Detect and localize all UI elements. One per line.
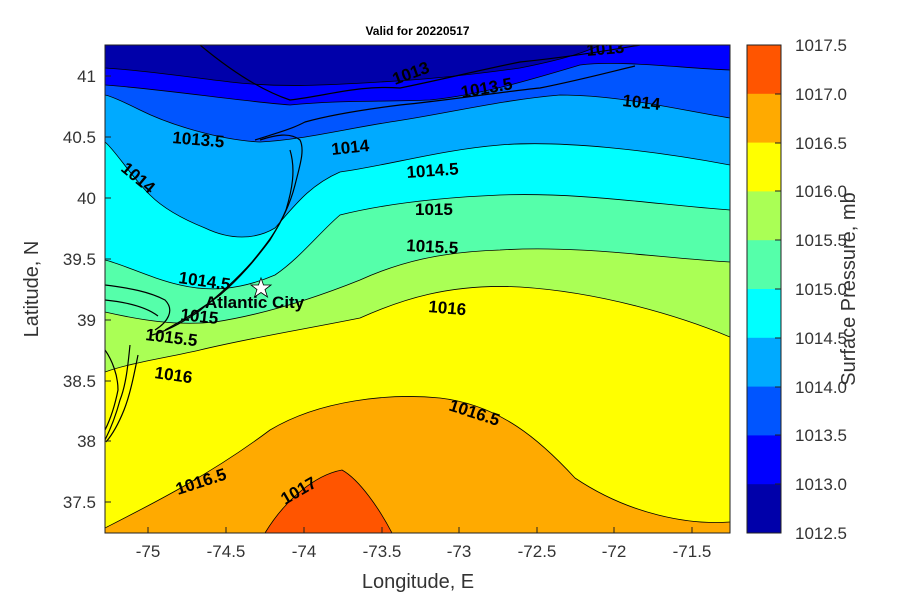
y-axis-label: Latitude, N [21, 241, 43, 338]
x-tick-label: -75 [136, 542, 161, 561]
x-tick-label: -73.5 [363, 542, 402, 561]
contour-label-1014-mid: 1014 [330, 136, 370, 159]
y-tick-label: 41 [77, 67, 96, 86]
contour-fill: 1013 1013 1013.5 1013.5 1014 1014 1014 1… [105, 38, 730, 533]
x-tick-label: -72 [602, 542, 627, 561]
contour-label-1013.5-west: 1013.5 [172, 128, 225, 151]
coastline [105, 45, 641, 443]
colorbar-tick-label: 1014.0 [795, 378, 847, 397]
y-tick-label: 38 [77, 432, 96, 451]
y-tick-label: 40.5 [63, 128, 96, 147]
colorbar-tick-label: 1012.5 [795, 524, 847, 543]
x-tick-label: -71.5 [673, 542, 712, 561]
contour-label-1016-offshore: 1016 [428, 297, 467, 319]
y-tick-label: 37.5 [63, 493, 96, 512]
y-tick-label: 39 [77, 311, 96, 330]
colorbar-tick-label: 1015.5 [795, 231, 847, 250]
colorbar-swatch [747, 386, 781, 436]
colorbar-swatch [747, 289, 781, 339]
colorbar-swatch [747, 142, 781, 192]
x-tick-label: -74.5 [207, 542, 246, 561]
contour-label-1013-top: 1013 [586, 38, 625, 60]
colorbar-tick-label: 1017.5 [795, 36, 847, 55]
colorbar-tick-label: 1016.5 [795, 134, 847, 153]
colorbar-tick-label: 1014.5 [795, 329, 847, 348]
colorbar-tick-label: 1017.0 [795, 85, 847, 104]
y-axis: 41 40.5 40 39.5 39 38.5 38 37.5 Latitude… [21, 67, 111, 512]
y-tick-label: 39.5 [63, 250, 96, 269]
plot-title: Valid for 20220517 [365, 24, 470, 38]
colorbar-tick-label: 1015.0 [795, 280, 847, 299]
colorbar-swatch [747, 337, 781, 388]
colorbar-swatch [747, 484, 781, 534]
y-tick-label: 40 [77, 189, 96, 208]
colorbar-swatch [747, 93, 781, 144]
colorbar-tick-label: 1013.5 [795, 426, 847, 445]
colorbar: 1017.5 1017.0 1016.5 1016.0 1015.5 1015.… [746, 36, 860, 543]
contour-label-1015-coast: 1015 [180, 305, 220, 328]
band-1016.5-1017 [105, 396, 730, 533]
colorbar-swatch [747, 435, 781, 485]
colorbar-swatches [747, 45, 781, 534]
colorbar-swatch [747, 45, 781, 95]
contour-label-1014-east: 1014 [622, 91, 662, 114]
atlantic-city-label: Atlantic City [205, 293, 305, 312]
contour-label-1015-offshore: 1015 [415, 200, 453, 219]
plot-frame [104, 44, 731, 534]
contour-lines [105, 45, 730, 533]
band-1012.5-1013 [105, 45, 600, 86]
colorbar-swatch [747, 191, 781, 241]
y-tick-label: 38.5 [63, 372, 96, 391]
atlantic-city-star-icon [249, 276, 273, 299]
colorbar-swatch [747, 240, 781, 290]
x-tick-label: -72.5 [518, 542, 557, 561]
contour-label-1015.5-offshore: 1015.5 [406, 236, 459, 258]
colorbar-tick-label: 1016.0 [795, 182, 847, 201]
x-axis-label: Longitude, E [362, 571, 474, 593]
x-tick-label: -74 [292, 542, 317, 561]
colorbar-tick-label: 1013.0 [795, 475, 847, 494]
x-axis: -75 -74.5 -74 -73.5 -73 -72.5 -72 -71.5 … [136, 527, 712, 593]
colorbar-label: Surface Pressure, mb [838, 192, 860, 385]
x-tick-label: -73 [447, 542, 472, 561]
contour-label-1014.5-north: 1014.5 [406, 159, 459, 182]
